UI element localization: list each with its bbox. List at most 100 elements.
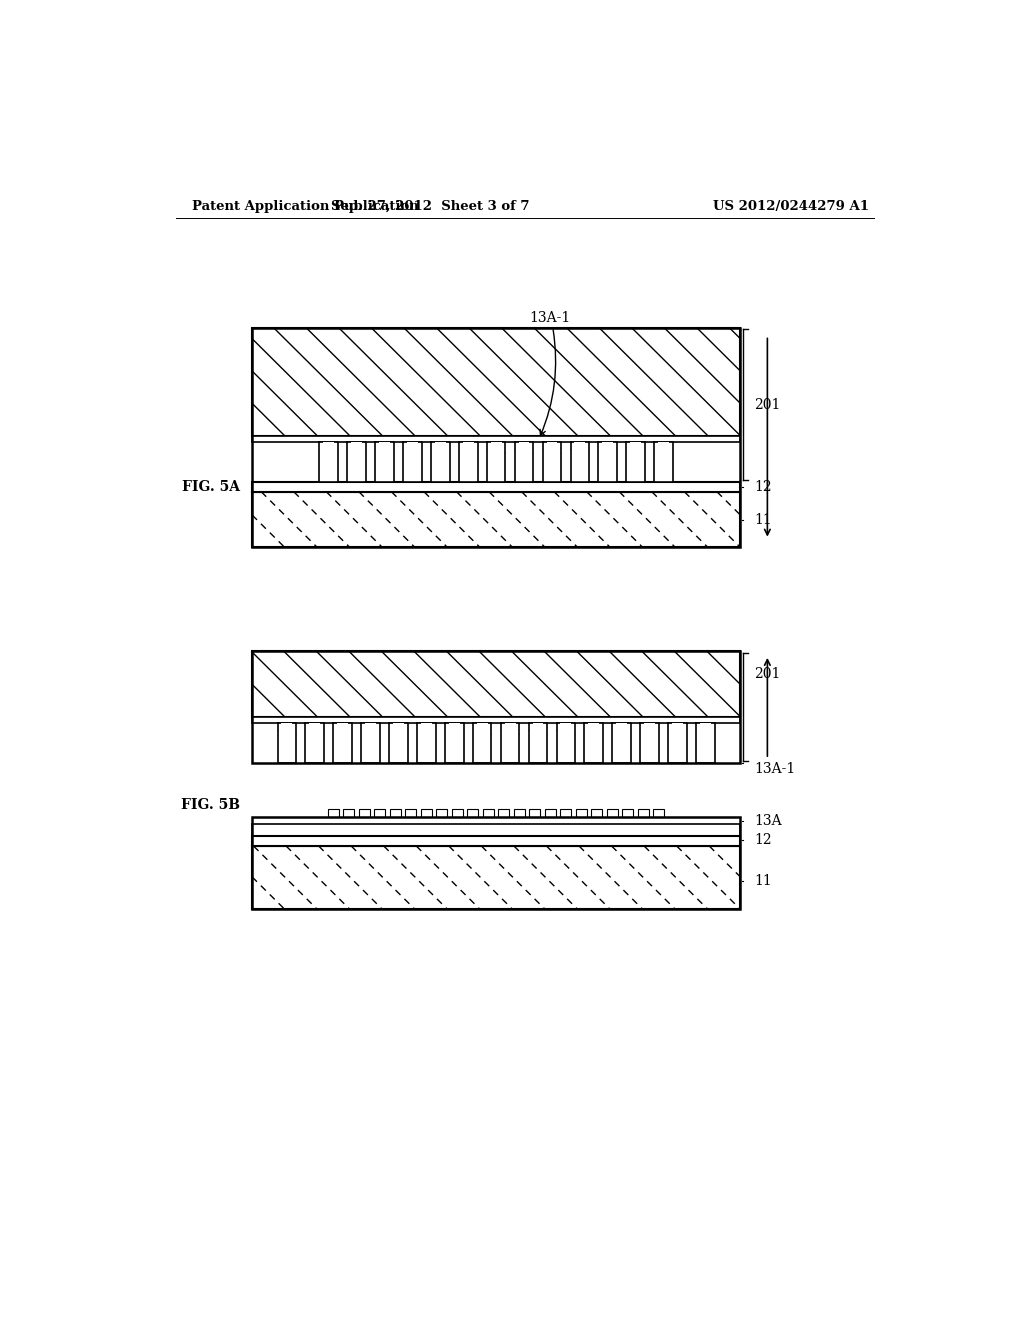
Bar bbox=[445, 442, 450, 482]
Bar bbox=[278, 759, 296, 763]
Bar bbox=[612, 759, 631, 763]
Bar bbox=[627, 723, 631, 763]
Bar bbox=[672, 723, 683, 759]
Bar bbox=[557, 723, 560, 763]
Bar bbox=[435, 442, 445, 478]
Bar bbox=[309, 723, 321, 759]
Bar bbox=[417, 759, 435, 763]
Bar bbox=[449, 723, 460, 759]
Bar bbox=[328, 809, 339, 817]
Bar bbox=[452, 809, 463, 817]
Bar bbox=[407, 442, 418, 478]
Bar bbox=[696, 723, 700, 763]
Bar bbox=[599, 723, 603, 763]
Bar bbox=[616, 723, 627, 759]
Bar bbox=[252, 836, 740, 846]
Bar bbox=[571, 723, 575, 763]
Bar bbox=[602, 442, 613, 478]
Bar bbox=[389, 759, 408, 763]
Text: 12: 12 bbox=[755, 479, 772, 494]
Bar bbox=[278, 723, 282, 763]
Bar bbox=[585, 723, 589, 763]
Bar bbox=[334, 759, 352, 763]
Bar bbox=[252, 436, 740, 442]
Bar bbox=[379, 442, 390, 478]
Bar bbox=[683, 723, 687, 763]
Bar bbox=[598, 478, 617, 482]
Bar bbox=[467, 809, 478, 817]
Bar bbox=[487, 723, 492, 763]
Bar bbox=[502, 442, 506, 482]
Bar bbox=[586, 442, 589, 482]
Bar bbox=[515, 442, 518, 482]
Bar bbox=[403, 442, 407, 482]
Bar bbox=[592, 809, 602, 817]
Bar bbox=[557, 759, 575, 763]
Bar bbox=[252, 846, 740, 909]
Bar bbox=[627, 442, 630, 482]
Bar bbox=[252, 651, 740, 717]
Bar bbox=[557, 442, 561, 482]
Bar bbox=[406, 809, 417, 817]
Bar bbox=[252, 327, 740, 436]
Text: 12: 12 bbox=[755, 833, 772, 847]
Bar bbox=[474, 442, 477, 482]
Bar bbox=[252, 482, 740, 492]
Bar bbox=[653, 809, 665, 817]
Bar bbox=[252, 492, 740, 548]
Bar bbox=[459, 442, 463, 482]
Bar bbox=[574, 442, 586, 478]
Bar bbox=[347, 442, 351, 482]
Bar bbox=[640, 759, 658, 763]
Bar bbox=[348, 723, 352, 763]
Bar bbox=[532, 723, 544, 759]
Bar bbox=[361, 759, 380, 763]
Text: FIG. 5A: FIG. 5A bbox=[182, 479, 241, 494]
Bar bbox=[544, 723, 547, 763]
Bar bbox=[436, 809, 447, 817]
Bar bbox=[529, 809, 541, 817]
Bar bbox=[361, 723, 366, 763]
Bar bbox=[514, 809, 525, 817]
Bar bbox=[305, 723, 309, 763]
Bar bbox=[607, 809, 617, 817]
Bar bbox=[473, 723, 477, 763]
Text: 11: 11 bbox=[755, 512, 772, 527]
Bar bbox=[431, 478, 450, 482]
Bar bbox=[282, 723, 292, 759]
Bar bbox=[459, 478, 477, 482]
Bar bbox=[252, 651, 740, 763]
Bar bbox=[515, 723, 519, 763]
Bar bbox=[501, 759, 519, 763]
Text: 13A-1: 13A-1 bbox=[755, 762, 796, 776]
Bar bbox=[473, 759, 492, 763]
Bar bbox=[324, 442, 334, 478]
Bar bbox=[638, 809, 649, 817]
Bar bbox=[640, 723, 644, 763]
Bar bbox=[403, 478, 422, 482]
Bar bbox=[700, 723, 711, 759]
Bar bbox=[669, 723, 672, 763]
Bar bbox=[351, 442, 362, 478]
Bar bbox=[613, 442, 617, 482]
Bar bbox=[421, 809, 432, 817]
Bar bbox=[545, 809, 556, 817]
Bar bbox=[654, 478, 673, 482]
Bar bbox=[393, 723, 403, 759]
Bar bbox=[696, 759, 715, 763]
Bar bbox=[499, 809, 509, 817]
Bar bbox=[252, 327, 740, 548]
Text: Sep. 27, 2012  Sheet 3 of 7: Sep. 27, 2012 Sheet 3 of 7 bbox=[331, 199, 529, 213]
Bar bbox=[445, 759, 464, 763]
Bar bbox=[547, 442, 557, 478]
Bar bbox=[669, 759, 687, 763]
Bar bbox=[334, 442, 338, 482]
Bar bbox=[486, 478, 506, 482]
Bar bbox=[432, 723, 435, 763]
Bar bbox=[477, 723, 487, 759]
Bar bbox=[252, 717, 740, 723]
Bar bbox=[375, 478, 394, 482]
Bar bbox=[375, 442, 379, 482]
Bar bbox=[560, 809, 571, 817]
Bar bbox=[560, 723, 571, 759]
